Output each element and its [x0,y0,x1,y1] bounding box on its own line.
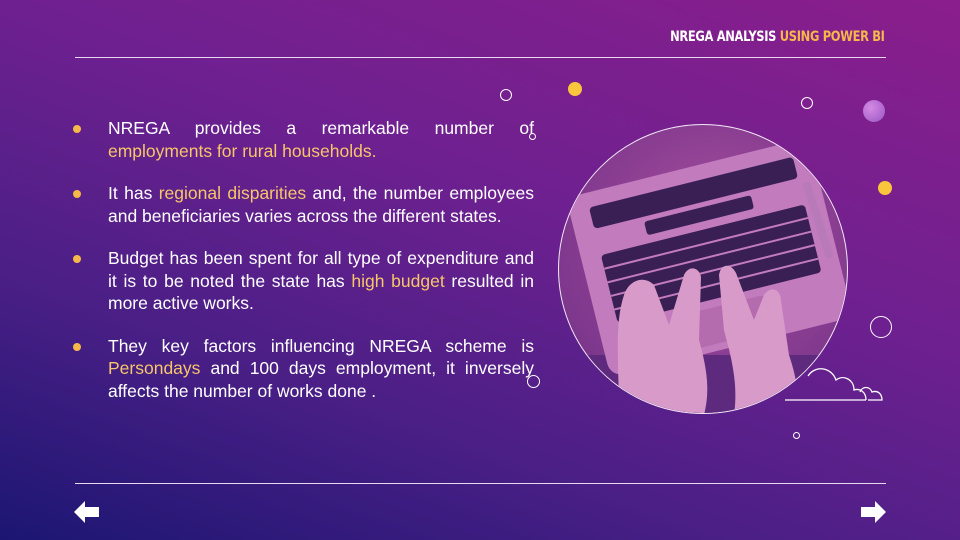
header-title-main: NREGA ANALYSIS [670,29,781,45]
arrow-left-icon [74,501,99,523]
decor-dot [863,100,885,122]
highlight-text: high budget [351,270,445,291]
top-divider [75,57,886,58]
bullet-list: NREGA provides a remarkable number of em… [72,117,534,422]
decor-ring [801,97,813,109]
decor-ring [500,89,512,101]
bullet-text: It has [108,183,159,203]
highlight-text: employments for rural households. [108,140,377,161]
bullet-item: Budget has been spent for all type of ex… [72,247,534,315]
decor-dot [568,82,582,96]
bullet-text: resulted in more active works. [108,270,534,314]
bullet-item: NREGA provides a remarkable number of em… [72,117,534,162]
bullet-text: NREGA provides a remarkable number of [108,118,534,138]
highlight-text: Persondays [108,358,201,378]
header-title: NREGA ANALYSIS USING POWER BI [670,29,885,45]
bullet-text: and, the number employees and beneficiar… [108,183,534,226]
laptop-photo [558,124,848,414]
bullet-text: and 100 days employment, it inversely af… [108,358,534,401]
bullet-text: They key factors influencing NREGA schem… [108,335,534,356]
laptop-illustration [559,140,847,413]
cloud-outline [785,368,883,401]
bottom-divider [75,483,886,484]
previous-slide-button[interactable] [74,500,100,524]
next-slide-button[interactable] [860,500,886,524]
bullet-item: They key factors influencing NREGA schem… [72,335,534,403]
decor-ring [527,375,540,388]
decor-dot [878,181,892,195]
arrow-right-icon [861,501,886,523]
decor-ring [529,133,536,140]
decor-ring [793,432,800,439]
decor-ring [870,316,892,338]
bullet-item: It has regional disparities and, the num… [72,182,534,227]
bullet-text: Budget has been spent for all type of ex… [108,248,534,291]
header-title-accent: USING POWER BI [780,29,885,45]
highlight-text: regional disparities [158,183,307,203]
